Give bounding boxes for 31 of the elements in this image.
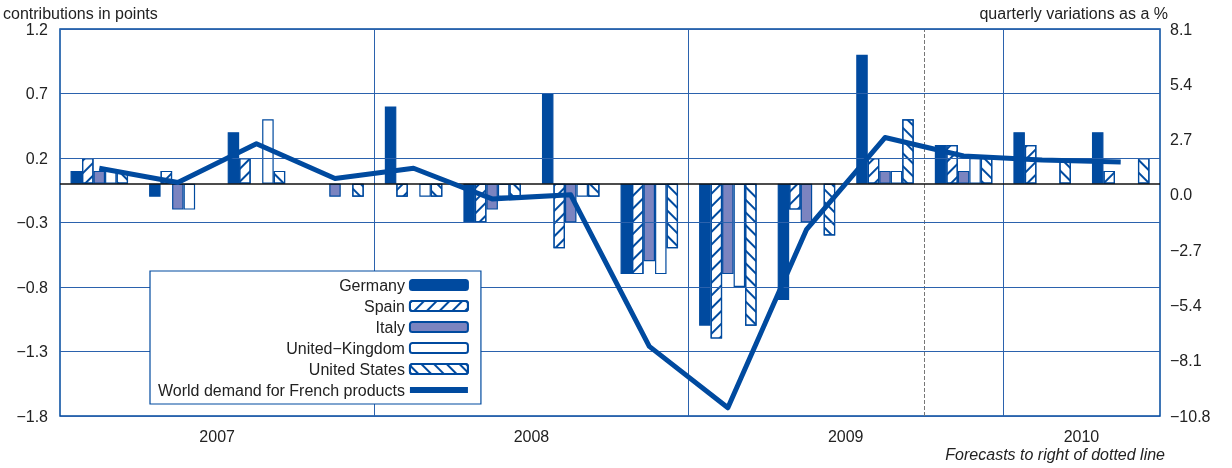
- y-tick-label: −1.3: [16, 343, 49, 360]
- y2-tick-label: −2.7: [1170, 241, 1202, 259]
- y-tick-label: −0.8: [16, 278, 49, 296]
- bar: [149, 183, 161, 197]
- x-tick-label: 2009: [827, 427, 864, 445]
- legend-label: United−Kingdom: [286, 339, 405, 357]
- y-tick-label: −0.3: [16, 214, 49, 231]
- x-tick-label: 2008: [513, 427, 550, 445]
- legend-label: Germany: [339, 276, 405, 294]
- y2-tick-label: 0.0: [1170, 186, 1193, 204]
- y-tick-label: 0.7: [25, 85, 49, 102]
- y2-tick-label: −8.1: [1170, 352, 1202, 370]
- bar: [329, 183, 341, 197]
- y2-tick-label: 8.1: [1170, 20, 1193, 38]
- y-axis-title: contributions in points: [3, 4, 158, 22]
- y2-tick-label: −10.8: [1170, 407, 1211, 425]
- y2-tick-label: −5.4: [1170, 296, 1202, 314]
- legend-label: Italy: [375, 318, 405, 336]
- y-tick-label: 1.2: [25, 20, 49, 38]
- text: Forecasts to right of dotted line: [945, 445, 1166, 463]
- y-tick-label: −1.8: [16, 407, 49, 425]
- bar: [541, 93, 554, 184]
- x-tick-label: 2007: [199, 427, 236, 445]
- legend-label: United States: [308, 360, 405, 378]
- y2-tick-label: 5.4: [1170, 75, 1193, 93]
- y2-tick-label: 2.7: [1170, 131, 1193, 149]
- legend-label: World demand for French products: [157, 381, 405, 399]
- legend-label: Spain: [364, 297, 405, 315]
- y-tick-label: 0.2: [25, 149, 49, 167]
- y2-axis-title: quarterly variations as a %: [979, 4, 1168, 22]
- x-tick-label: 2010: [1063, 427, 1100, 445]
